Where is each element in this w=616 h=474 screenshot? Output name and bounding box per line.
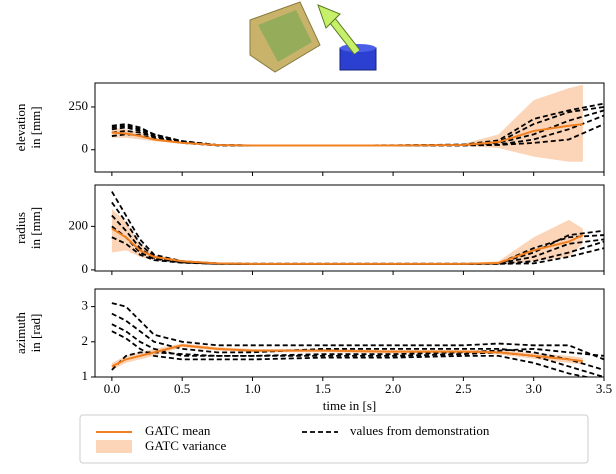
y-tick-label: 200 bbox=[69, 217, 89, 232]
demonstration-line bbox=[111, 229, 604, 265]
legend-variance-swatch bbox=[96, 440, 132, 453]
mean-line bbox=[111, 227, 584, 265]
variance-band bbox=[111, 208, 583, 265]
y-axis-label: in [rad] bbox=[28, 314, 43, 353]
y-tick-label: 250 bbox=[69, 98, 89, 113]
axes-frame bbox=[94, 288, 605, 378]
y-axis-label: elevation bbox=[13, 103, 28, 151]
x-tick-label: 3.5 bbox=[596, 381, 612, 396]
y-axis-label: in [mm] bbox=[28, 207, 43, 249]
y-tick-label: 2 bbox=[82, 333, 89, 348]
legend-box bbox=[79, 414, 589, 464]
demonstration-line bbox=[111, 347, 604, 371]
legend-label: values from demonstration bbox=[350, 423, 490, 438]
pouring-illustration bbox=[249, 1, 377, 73]
mean-line bbox=[111, 344, 584, 368]
x-axis-label: time in [s] bbox=[323, 398, 376, 413]
x-tick-label: 0.5 bbox=[174, 381, 190, 396]
y-tick-label: 1 bbox=[82, 368, 89, 383]
y-axis-label: in [mm] bbox=[28, 106, 43, 148]
axes-frame bbox=[94, 184, 605, 272]
y-tick-label: 0 bbox=[82, 261, 89, 276]
x-tick-label: 1.0 bbox=[244, 381, 260, 396]
y-tick-label: 3 bbox=[82, 298, 89, 313]
demonstration-line bbox=[111, 323, 604, 377]
y-tick-label: 0 bbox=[82, 141, 89, 156]
plot-area bbox=[111, 302, 604, 377]
plot-area bbox=[111, 84, 604, 162]
axes-frame bbox=[94, 82, 605, 173]
x-tick-label: 3.0 bbox=[526, 381, 542, 396]
variance-band bbox=[111, 84, 583, 162]
demonstration-line bbox=[111, 330, 592, 377]
x-tick-label: 2.5 bbox=[455, 381, 471, 396]
demonstration-line bbox=[111, 302, 604, 361]
y-axis-label: azimuth bbox=[13, 312, 28, 354]
legend-label: GATC variance bbox=[145, 438, 226, 453]
plot-area bbox=[111, 191, 604, 265]
legend-label: GATC mean bbox=[145, 423, 211, 438]
x-tick-label: 1.5 bbox=[315, 381, 331, 396]
x-tick-label: 2.0 bbox=[385, 381, 401, 396]
x-tick-label: 0.0 bbox=[104, 381, 120, 396]
mean-line bbox=[111, 123, 584, 147]
y-axis-label: radius bbox=[13, 212, 28, 244]
